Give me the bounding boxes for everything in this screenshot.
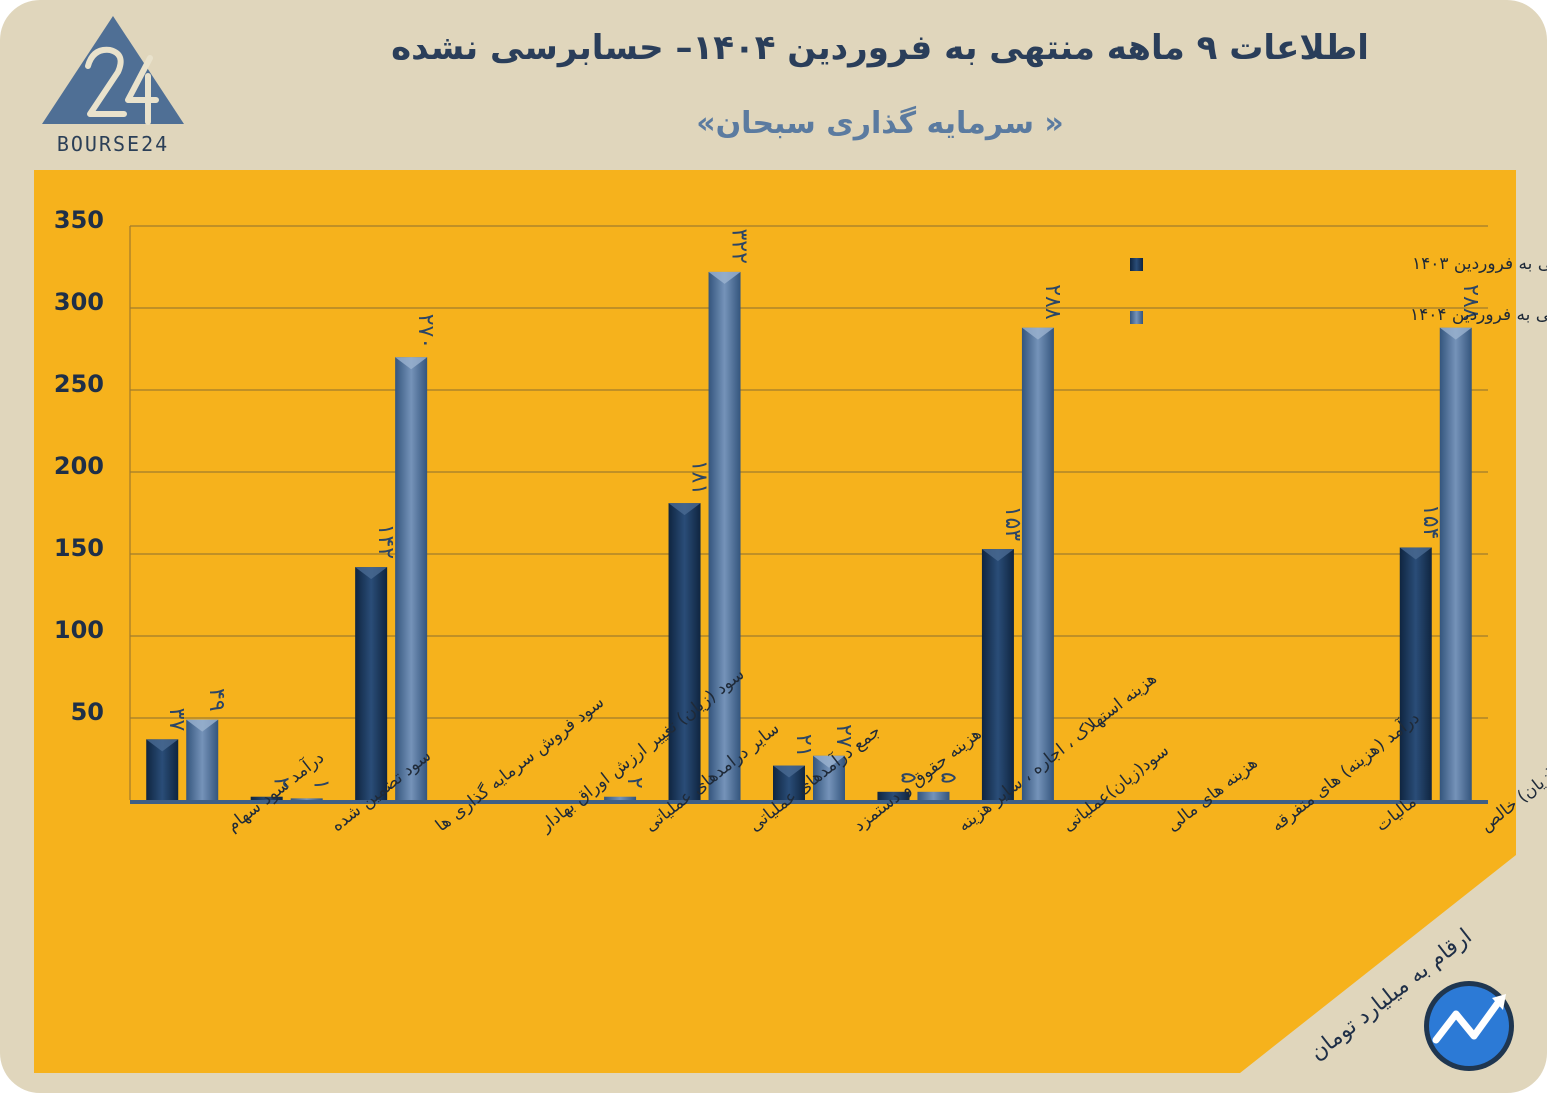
y-tick-label: 200 [54,452,104,480]
page-title: اطلاعات ۹ ماهه منتهی به فروردین ۱۴۰۴– حس… [391,28,1369,68]
data-label: ۲۸۸ [1458,284,1483,320]
page-subtitle: « سرمایه گذاری سبحان» [696,106,1064,141]
bar-bevel [1439,327,1472,340]
bar-bevel [186,719,219,732]
legend-swatch-1404 [1130,311,1143,324]
data-label: ۳۲۲ [727,228,752,263]
bar-bevel [773,765,805,778]
unit-note-corner: ارقام به میلیارد تومان [1240,855,1516,1073]
chart-legend: عملکرد منتهی به فروردین ۱۴۰۳ عملکرد منته… [1130,254,1547,325]
data-label: ۵ [895,772,920,784]
bourse24-logo: BOURSE24 [38,14,188,156]
bar-bevel [1399,547,1432,560]
x-category-label: سود(زیان) خالص [1477,745,1547,836]
y-tick-label: 250 [54,370,104,398]
bar-1403 [250,796,283,800]
logo-text: BOURSE24 [56,132,170,156]
data-label: ۴۹ [204,688,229,712]
y-tick-label: 350 [54,206,104,234]
legend-swatch-1403 [1130,258,1143,271]
data-label: ۳۷ [164,708,189,732]
data-label: ۲۱ [791,734,816,758]
legend-label-1403: عملکرد منتهی به فروردین ۱۴۰۳ [1412,254,1547,274]
bar-1404 [604,796,637,800]
bar-bevel [981,549,1014,562]
bar-1403 [1399,547,1432,800]
bar-1403 [668,503,701,800]
bar-bevel [668,503,701,516]
x-category-label: سود(زیان)عملیاتی [1059,741,1173,836]
x-category-label: درآمد سود سهام [222,746,328,836]
bar-bevel [708,271,741,284]
bar-1403 [877,791,910,800]
data-label: ۲ [269,777,294,789]
data-label: ۲ [622,777,647,789]
bar-1404 [186,719,219,800]
bar-1404 [290,798,323,800]
bar-1404 [917,791,950,800]
bar-1403 [355,567,388,800]
data-label: ۱۴۲ [373,524,398,559]
bar-bevel [146,739,179,752]
x-category-label: هزینه های مالی [1163,753,1261,836]
legend-label-1404: عملکرد منتهی به فروردین ۱۴۰۴ [1410,305,1547,325]
data-label: ۲۸۸ [1040,284,1065,320]
x-category-label: سود فروش سرمایه گذاری ها [431,691,608,836]
bar-bevel [813,755,845,768]
x-axis-baseline [130,800,1488,804]
bar-bevel [355,567,388,580]
y-tick-label: 50 [71,698,104,726]
bar-bevel [1021,327,1054,340]
chart-panel [34,170,1516,1073]
bar-1404 [1021,327,1054,800]
y-tick-label: 150 [54,534,104,562]
bar-1404 [395,357,428,800]
data-label: ۱۸۱ [687,460,712,495]
data-label: ۵ [935,772,960,784]
data-label: ۲۷۰ [413,314,438,349]
bar-1403 [981,549,1014,800]
bar-1404 [1439,327,1472,800]
data-label: ۲۷ [831,724,856,748]
data-label: ۱ [309,779,334,791]
bar-bevel [395,357,428,370]
bar-1404 [708,271,741,800]
data-label: ۱۵۳ [1000,506,1025,542]
y-tick-label: 100 [54,616,104,644]
x-category-label: مالیات [1372,792,1420,836]
data-label: ۱۵۴ [1418,504,1443,539]
y-tick-label: 300 [54,288,104,316]
logo-triangle-icon [42,16,184,125]
